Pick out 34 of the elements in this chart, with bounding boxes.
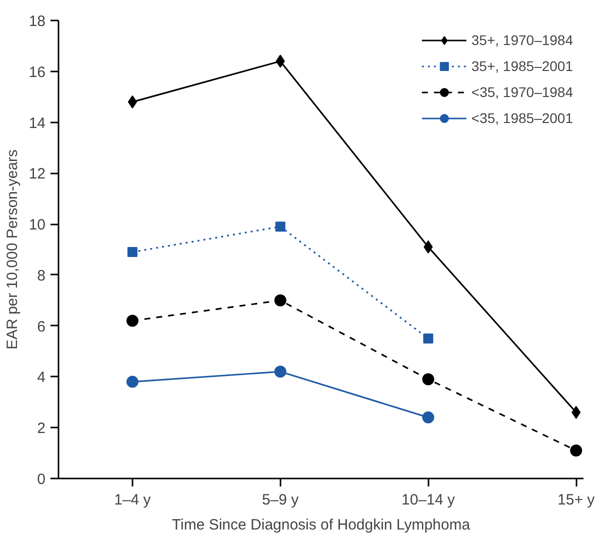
point [572,406,581,419]
y-tick-label: 16 [28,64,46,81]
y-tick-label: 12 [28,166,46,183]
point [275,222,286,232]
y-tick-label: 0 [37,471,46,488]
point [570,444,582,456]
point [422,373,434,386]
point [424,240,433,254]
y-axis-title: EAR per 10,000 Person-years [4,149,21,350]
x-axis-title: Time Since Diagnosis of Hodgkin Lymphoma [172,516,471,534]
x-tick-label: 5–9 y [262,492,300,508]
point [422,411,434,424]
y-tick-label: 6 [37,318,46,336]
y-tick-label: 14 [28,114,46,132]
legend-label: 35+, 1985–2001 [471,58,573,74]
y-tick-label: 8 [37,267,46,284]
x-tick-label: 10–14 y [402,492,456,508]
legend-label: <35, 1985–2001 [471,110,573,126]
x-tick-label: 15+ y [558,492,596,508]
y-tick-label: 10 [28,216,46,234]
y-tick-label: 2 [37,420,46,438]
point [276,54,285,68]
point [126,376,138,388]
legend-label: 35+, 1970–1984 [471,32,573,48]
point [126,314,138,327]
y-tick-label: 18 [28,13,46,30]
point [274,294,286,306]
x-tick-label: 1–4 y [114,492,152,508]
point [274,366,286,378]
y-tick-label: 4 [37,369,46,386]
point [127,247,138,258]
legend-label: <35, 1970–1984 [471,84,573,100]
point [128,95,137,108]
point [423,334,434,344]
